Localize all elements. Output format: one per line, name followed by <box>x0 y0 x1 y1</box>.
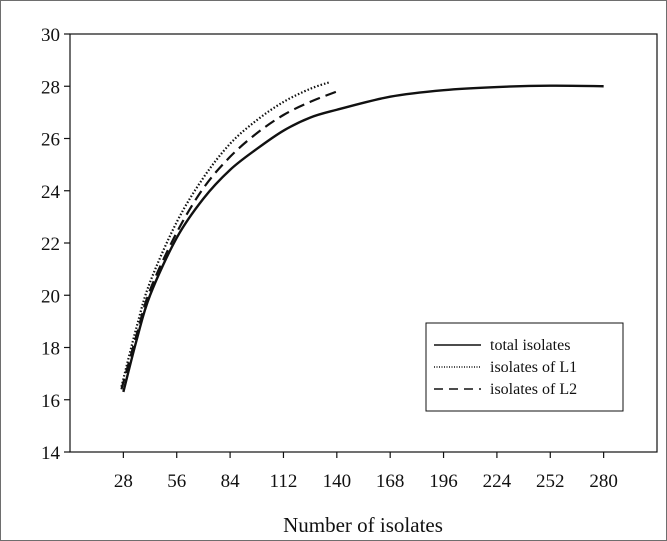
series-layer <box>120 81 604 393</box>
x-tick-label: 140 <box>323 471 352 492</box>
series-line-2 <box>120 81 330 387</box>
legend-label: isolates of L2 <box>490 381 577 398</box>
x-tick-label: 28 <box>114 471 133 492</box>
series-line-1 <box>122 84 604 393</box>
x-tick-label: 56 <box>167 471 186 492</box>
legend-box <box>425 322 624 412</box>
x-tick-label: 168 <box>376 471 405 492</box>
y-tick-label: 24 <box>41 182 61 203</box>
x-tick-label: 84 <box>221 471 241 492</box>
y-tick-label: 14 <box>41 443 61 464</box>
y-tick-label: 22 <box>41 234 60 255</box>
legend-label: total isolates <box>490 337 570 354</box>
y-tick-label: 20 <box>41 286 60 307</box>
x-tick-label: 196 <box>429 471 458 492</box>
x-axis: 28 56 84 112 140 168 196 224 252 280 <box>114 452 618 492</box>
x-tick-label: 112 <box>270 471 298 492</box>
series-line-3 <box>120 90 338 390</box>
y-tick-label: 30 <box>41 25 60 46</box>
y-tick-label: 26 <box>41 130 60 151</box>
y-tick-label: 16 <box>41 391 60 412</box>
x-axis-title: Number of isolates <box>283 513 443 537</box>
y-tick-label: 18 <box>41 339 60 360</box>
x-tick-label: 224 <box>483 471 512 492</box>
y-axis: 14 16 18 20 22 24 26 28 30 <box>41 25 70 464</box>
legend: total isolates isolates of L1 isolates of … <box>425 322 624 412</box>
x-tick-label: 280 <box>589 471 618 492</box>
y-tick-label: 28 <box>41 77 60 98</box>
legend-label: isolates of L1 <box>490 359 577 376</box>
x-tick-label: 252 <box>536 471 565 492</box>
